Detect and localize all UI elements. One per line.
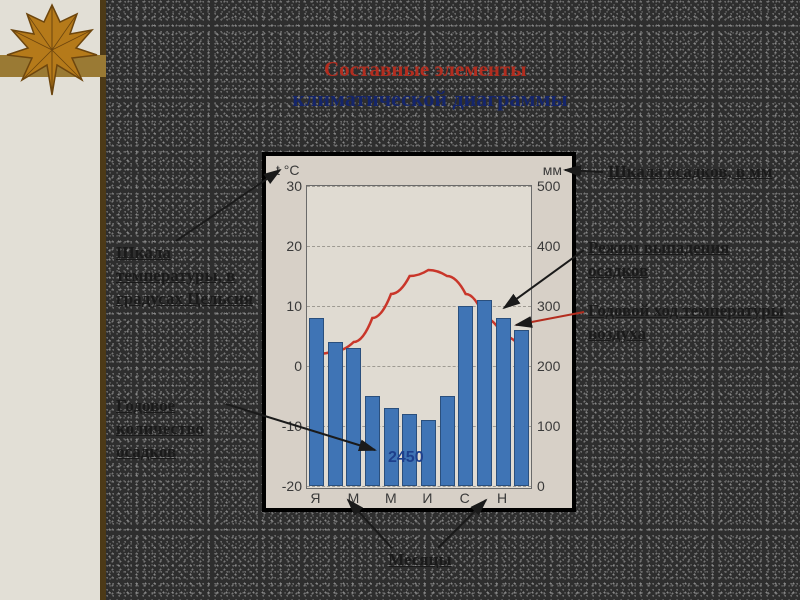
month-tick-label: С (460, 490, 470, 506)
precip-bar (458, 306, 473, 486)
chart-frame: t °C мм 2450 -20-10010203001002003004005… (262, 152, 576, 512)
left-axis-unit: t °C (276, 162, 300, 178)
left-tick-label: 20 (274, 238, 302, 254)
plot-area (307, 186, 531, 486)
precip-bar (440, 396, 455, 486)
month-tick-label: М (348, 490, 360, 506)
annot-temp-scale-text: Шкала температуры, в градусах Цельсия (116, 243, 253, 308)
precip-bar (496, 318, 511, 486)
precip-bar (477, 300, 492, 486)
title-line-2-text: климатической диаграммы (232, 86, 567, 111)
annual-precip-value: 2450 (388, 449, 424, 467)
title-line-2: климатической диаграммы (0, 86, 800, 112)
annot-precip-regime: Режим выпадения осадков (588, 237, 788, 283)
right-tick-label: 100 (537, 418, 560, 434)
maple-leaf-icon (2, 0, 102, 100)
month-tick-label: И (422, 490, 432, 506)
annot-temp-course: Годовой ход температуры воздуха (588, 300, 788, 346)
left-tick-label: 0 (274, 358, 302, 374)
annot-annual-precip-text: Годовое количество осадков (116, 396, 204, 461)
annot-temp-course-text: Годовой ход температуры воздуха (588, 301, 784, 343)
right-tick-label: 200 (537, 358, 560, 374)
title-line-1: Составные элементы (324, 57, 764, 82)
precip-bar (514, 330, 529, 486)
precip-bar (384, 408, 399, 486)
annot-precip-scale: Шкала осадков, в мм (608, 161, 783, 184)
annot-annual-precip: Годовое количество осадков (116, 395, 266, 464)
precip-bar (328, 342, 343, 486)
right-tick-label: 400 (537, 238, 560, 254)
chart-panel: t °C мм 2450 -20-10010203001002003004005… (266, 156, 572, 508)
annot-months: Месяцы (350, 549, 490, 572)
left-tick-label: -10 (274, 418, 302, 434)
slide-stage: Составные элементы климатической диаграм… (0, 0, 800, 600)
right-tick-label: 0 (537, 478, 545, 494)
precip-bar (365, 396, 380, 486)
month-tick-label: Я (310, 490, 320, 506)
left-tick-label: 10 (274, 298, 302, 314)
right-tick-label: 500 (537, 178, 560, 194)
left-tick-label: -20 (274, 478, 302, 494)
right-tick-label: 300 (537, 298, 560, 314)
annot-temp-scale: Шкала температуры, в градусах Цельсия (116, 242, 266, 311)
right-axis-unit: мм (543, 162, 562, 178)
annot-months-text: Месяцы (388, 550, 451, 569)
month-tick-label: Н (497, 490, 507, 506)
left-tick-label: 30 (274, 178, 302, 194)
month-tick-label: М (385, 490, 397, 506)
annot-precip-scale-text: Шкала осадков, в мм (608, 162, 772, 181)
precip-bar (346, 348, 361, 486)
precip-bar (309, 318, 324, 486)
annot-precip-regime-text: Режим выпадения осадков (588, 238, 729, 280)
